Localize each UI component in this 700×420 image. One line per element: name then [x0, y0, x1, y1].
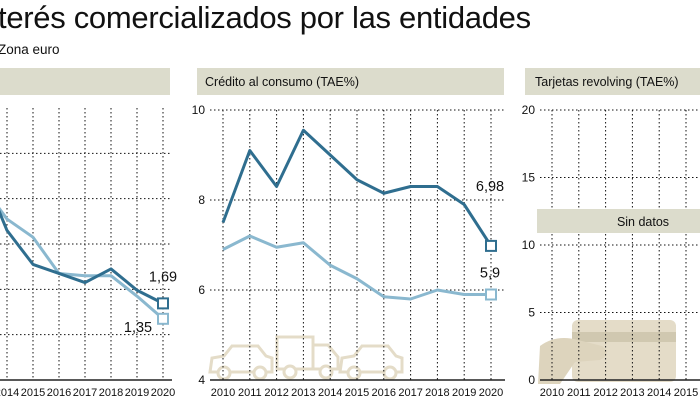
panel2-header-bar	[197, 68, 504, 95]
p2-x-tick-label: 2014	[318, 387, 342, 399]
p1-x-tick-label: 2020	[151, 387, 175, 399]
panel3-header-bar	[525, 68, 700, 95]
p2-series-dark-end-marker	[485, 239, 497, 252]
cars-illustration	[208, 335, 404, 381]
p3-y-tick-label: 20	[522, 103, 536, 117]
p3-y-tick-label: 15	[522, 171, 536, 185]
p3-x-tick-label: 2010	[540, 387, 564, 399]
p3-no-data-band	[537, 209, 700, 233]
p1-light-value-label: 1,35	[124, 320, 152, 336]
p2-series-dark-line	[221, 128, 493, 247]
p2-x-tick-label: 2015	[345, 387, 369, 399]
p1-x-tick-label: 2014	[0, 387, 19, 399]
p1-x-tick-label: 2017	[73, 387, 97, 399]
region-subtitle: Zona euro	[0, 42, 60, 57]
truck-icon	[275, 335, 340, 380]
panel3-title: Tarjetas revolving (TAE%)	[535, 75, 679, 89]
car-icon	[338, 344, 404, 381]
car-icon	[208, 344, 274, 381]
p2-series-light-end-marker	[485, 288, 497, 301]
p1-x-tick-label: 2015	[21, 387, 45, 399]
panel2-title: Crédito al consumo (TAE%)	[205, 75, 359, 89]
p2-x-tick-label: 2013	[291, 387, 315, 399]
p1-series-dark-line	[0, 209, 164, 305]
p1-x-tick-label: 2018	[99, 387, 123, 399]
p2-x-tick-label: 2017	[398, 387, 422, 399]
p1-dark-value-label: 1,69	[149, 269, 177, 285]
p2-x-tick-label: 2011	[238, 387, 262, 399]
p1-x-tick-label: 2019	[125, 387, 149, 399]
p2-y-tick-label: 10	[192, 103, 206, 117]
p2-x-tick-label: 2012	[264, 387, 288, 399]
p2-light-value-label: 5,9	[480, 266, 500, 282]
p3-x-tick-label: 2012	[593, 387, 617, 399]
p2-y-tick-label: 6	[198, 283, 205, 297]
p3-y-tick-label: 5	[528, 306, 535, 320]
p3-x-tick-label: 2014	[647, 387, 671, 399]
p2-x-tick-label: 2018	[425, 387, 449, 399]
p1-series-light-line	[0, 207, 164, 320]
p3-x-tick-label: 2013	[620, 387, 644, 399]
p2-series-light-line	[222, 234, 491, 301]
p2-y-tick-label: 8	[198, 193, 205, 207]
p3-no-data-label: Sin datos	[617, 215, 669, 229]
panel1-header-bar	[0, 68, 170, 95]
p2-y-tick-label: 4	[198, 373, 205, 387]
p3-x-tick-label: 2015	[674, 387, 698, 399]
card-hand-illustration	[538, 320, 676, 384]
p3-x-tick-label: 2011	[567, 387, 591, 399]
p2-x-tick-label: 2019	[452, 387, 476, 399]
p2-dark-value-label: 6,98	[476, 179, 504, 195]
p3-y-tick-label: 10	[522, 238, 536, 252]
p1-x-tick-label: 2016	[47, 387, 71, 399]
p2-x-tick-label: 2020	[479, 387, 503, 399]
p1-series-dark-end-marker	[157, 297, 169, 310]
p2-x-tick-label: 2010	[211, 387, 235, 399]
page-title: terés comercializados por las entidades	[0, 0, 531, 35]
p2-x-tick-label: 2016	[372, 387, 396, 399]
p3-y-tick-label: 0	[528, 373, 535, 387]
p1-series-light-end-marker	[157, 312, 169, 325]
